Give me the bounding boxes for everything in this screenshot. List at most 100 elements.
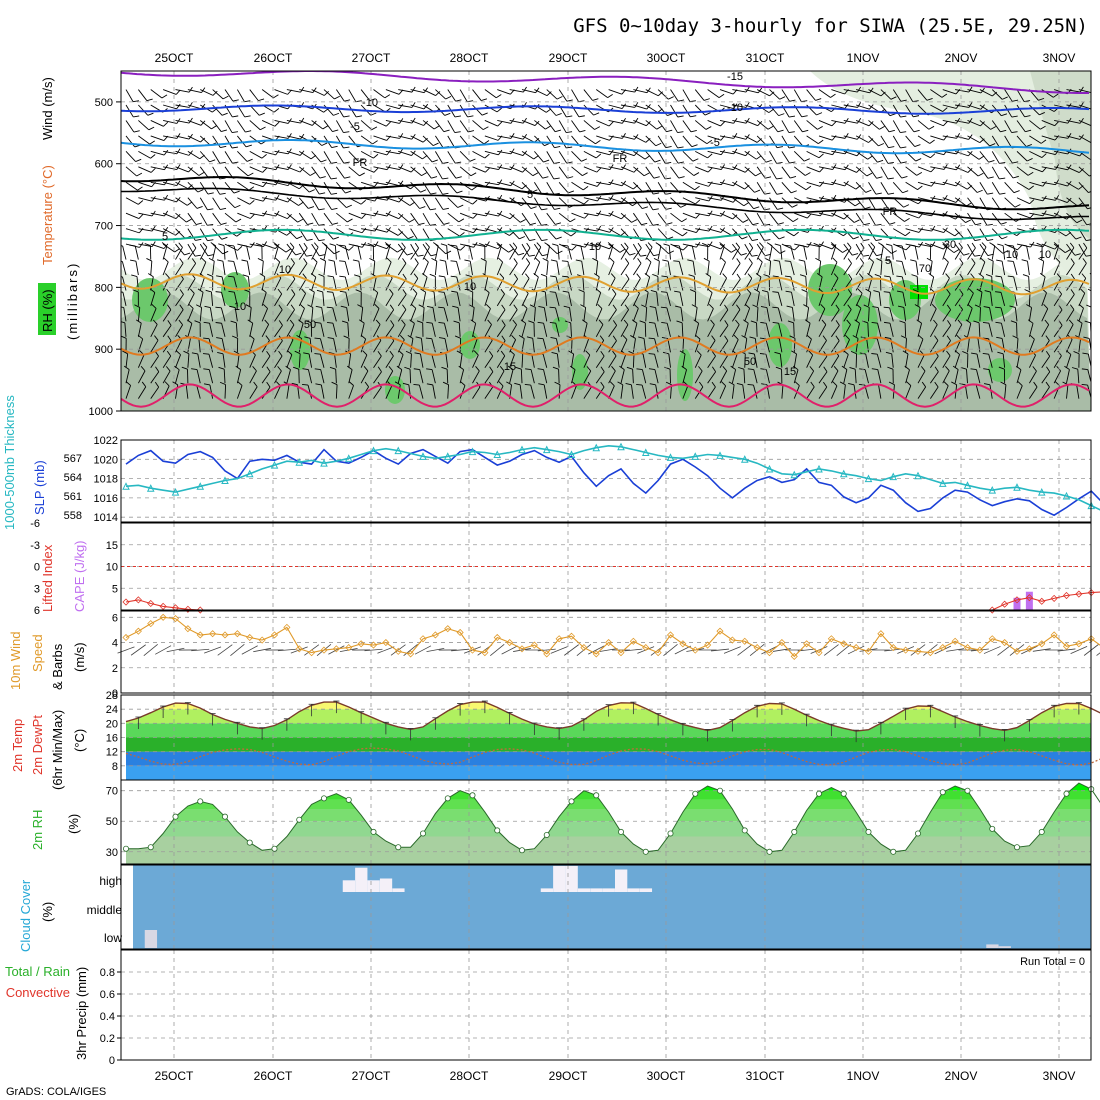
wind-barb xyxy=(1041,276,1046,291)
wind-barb xyxy=(806,150,820,159)
wind-barb xyxy=(459,151,471,162)
wind-barb-flag xyxy=(794,381,800,386)
wind-barb xyxy=(137,354,145,368)
wind-barb-flag xyxy=(983,306,990,309)
wind-barb xyxy=(732,294,741,307)
wind-barb xyxy=(608,246,614,260)
wind-barb-flag xyxy=(466,289,473,293)
wind-barb-flag xyxy=(410,167,416,173)
wind-barb xyxy=(843,243,853,256)
wind-barb-flag xyxy=(460,381,466,386)
wind-barb-flag xyxy=(1092,88,1095,93)
wind-barb xyxy=(385,243,398,253)
wind-barb xyxy=(123,307,127,322)
wind-barb-flag xyxy=(233,350,240,355)
wind-barb xyxy=(1066,263,1075,276)
wind-barb xyxy=(410,338,414,353)
wind-barb-flag xyxy=(732,214,738,220)
wind-barb-flag xyxy=(803,304,809,308)
wind-barb-flag xyxy=(854,319,860,324)
wind-barb-flag xyxy=(582,185,589,191)
wind-barb xyxy=(889,292,894,307)
wind-barb xyxy=(344,261,350,276)
date-tick-label: 3NOV xyxy=(1043,1069,1076,1083)
surface-wind-barb xyxy=(599,648,618,652)
wind-barb xyxy=(806,307,810,322)
wind-barb-flag xyxy=(373,167,379,173)
wind-barb xyxy=(695,228,710,232)
wind-barb xyxy=(843,135,858,140)
wind-barb xyxy=(509,263,518,276)
wind-barb xyxy=(806,354,814,368)
wind-barb xyxy=(779,353,783,368)
wind-barb xyxy=(1004,166,1014,179)
wind-barb-flag xyxy=(520,219,526,223)
wind-barb-flag xyxy=(930,167,936,173)
wind-barb-flag xyxy=(525,273,530,279)
wind-barb xyxy=(150,197,165,201)
wind-barb xyxy=(567,245,572,260)
wind-barb xyxy=(744,150,757,160)
wind-barb-flag xyxy=(808,350,814,356)
wind-barb xyxy=(1016,135,1027,147)
wind-barb xyxy=(954,324,963,338)
wind-barb xyxy=(558,181,569,194)
wind-barb-flag xyxy=(1096,384,1100,385)
wind-barb xyxy=(843,89,858,93)
wind-speed-marker xyxy=(629,637,637,645)
wind-barb xyxy=(286,278,296,291)
wind-barb xyxy=(198,338,201,353)
wind-barb-flag xyxy=(735,242,740,248)
wind-barb-flag xyxy=(374,225,379,232)
wind-barb xyxy=(1016,385,1023,399)
wind-barb-flag xyxy=(151,303,157,309)
rh-marker xyxy=(791,828,798,835)
thickness-marker xyxy=(740,455,749,463)
wind-barb xyxy=(666,323,671,337)
wind-barb-flag xyxy=(125,381,131,386)
low-cloud-bar xyxy=(998,946,1011,948)
wind-barb-flag xyxy=(673,260,680,262)
wind-barb-flag xyxy=(760,321,767,324)
wind-speed-marker xyxy=(196,631,204,639)
wind-barb-flag xyxy=(196,206,203,209)
wind-barb-flag xyxy=(298,319,304,324)
wind-barb-flag xyxy=(361,227,367,234)
wind-barb xyxy=(410,104,425,110)
wind-barb-flag xyxy=(481,98,488,101)
wind-barb xyxy=(732,243,742,256)
wind-barb xyxy=(298,308,305,322)
wind-barb xyxy=(521,135,535,143)
wind-barb xyxy=(434,197,444,210)
wind-barb xyxy=(274,325,283,338)
wind-barb-flag xyxy=(646,120,651,126)
wind-barb xyxy=(695,166,709,173)
wind-barb xyxy=(893,228,906,237)
wind-speed-marker xyxy=(345,644,353,652)
wind-barb xyxy=(150,292,156,307)
wind-barb-flag xyxy=(745,86,750,93)
wind-barb-flag xyxy=(259,273,266,278)
wind-barb-flag xyxy=(884,275,891,278)
wind-barb xyxy=(571,181,584,191)
wind-barb xyxy=(397,228,409,240)
wind-barb-flag xyxy=(179,258,184,264)
wind-barb-flag xyxy=(167,304,172,310)
wind-barb-flag xyxy=(578,115,585,118)
wind-barb xyxy=(497,166,512,171)
wind-barb xyxy=(558,151,568,164)
wind-barb xyxy=(163,120,177,124)
wind-barb-flag xyxy=(832,194,837,201)
wind-barb xyxy=(447,212,460,223)
wind-barb-flag xyxy=(625,382,632,386)
wind-barb xyxy=(641,369,647,384)
wind-barb xyxy=(546,166,555,180)
wind-barb xyxy=(1016,369,1022,384)
wind-barb-flag xyxy=(217,352,224,355)
wind-barb xyxy=(334,245,337,260)
wind-barb xyxy=(410,263,419,276)
wind-barb-flag xyxy=(499,273,505,279)
wind-barb xyxy=(719,197,734,203)
wind-barb xyxy=(641,384,647,399)
wind-barb xyxy=(360,150,374,159)
